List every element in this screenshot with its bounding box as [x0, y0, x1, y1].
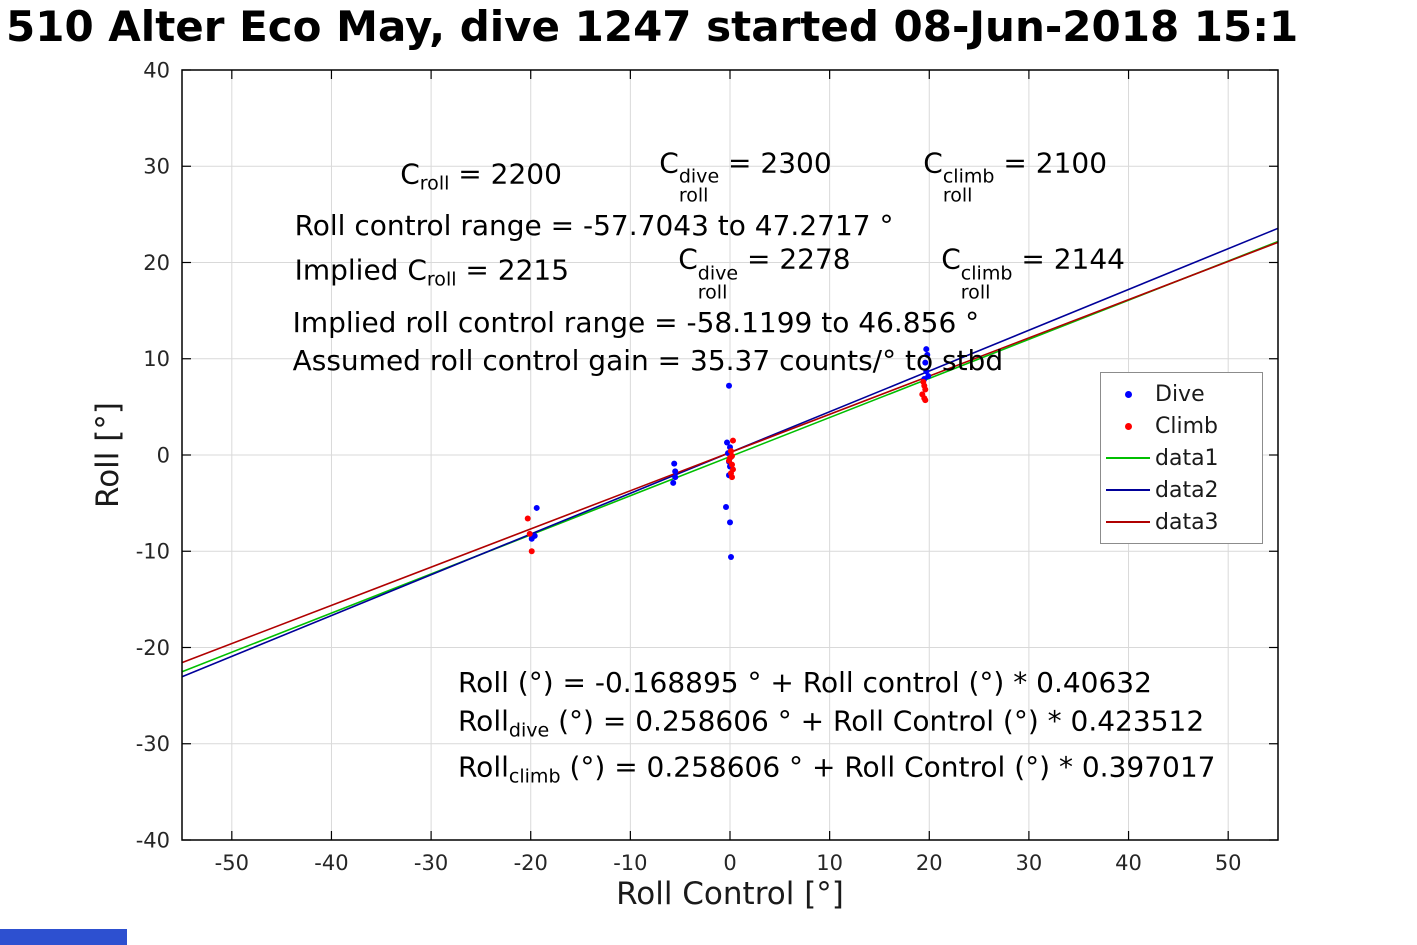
svg-text:0: 0 [157, 443, 170, 467]
svg-text:20: 20 [916, 851, 943, 875]
x-tick-labels: -50 -40 -30 -20 -10 0 10 20 30 40 50 [215, 851, 1242, 875]
dot-marker-icon [1101, 422, 1155, 430]
legend-label: Climb [1155, 413, 1218, 439]
legend-entry-data3: data3 [1101, 506, 1262, 538]
legend-label: data2 [1155, 477, 1219, 503]
axis-ticks [182, 69, 1278, 841]
legend-label: data1 [1155, 445, 1219, 471]
svg-text:0: 0 [723, 851, 736, 875]
bottom-left-blue-bar [0, 929, 127, 945]
line-marker-icon [1101, 521, 1155, 523]
svg-text:-50: -50 [215, 851, 249, 875]
dot-marker-icon [1101, 390, 1155, 398]
svg-text:-20: -20 [514, 851, 548, 875]
svg-text:50: 50 [1215, 851, 1242, 875]
scatter-climb [524, 378, 929, 555]
legend-entry-climb: Climb [1101, 410, 1262, 442]
y-tick-labels: -40 -30 -20 -10 0 10 20 30 40 [136, 58, 170, 852]
svg-text:10: 10 [816, 851, 843, 875]
svg-text:-10: -10 [613, 851, 647, 875]
svg-text:20: 20 [143, 251, 170, 275]
svg-text:-20: -20 [136, 636, 170, 660]
legend-label: data3 [1155, 509, 1219, 535]
svg-text:30: 30 [143, 155, 170, 179]
svg-text:40: 40 [143, 58, 170, 82]
svg-text:-40: -40 [136, 828, 170, 852]
line-marker-icon [1101, 489, 1155, 491]
y-axis-label: Roll [°] [90, 402, 126, 508]
legend-entry-data1: data1 [1101, 442, 1262, 474]
legend-entry-dive: Dive [1101, 378, 1262, 410]
svg-text:-10: -10 [136, 540, 170, 564]
line-marker-icon [1101, 457, 1155, 459]
x-axis-label: Roll Control [°] [616, 876, 844, 912]
svg-text:-30: -30 [414, 851, 448, 875]
legend-label: Dive [1155, 381, 1205, 407]
svg-text:10: 10 [143, 347, 170, 371]
legend: Dive Climb data1 data2 data3 [1100, 372, 1263, 544]
legend-entry-data2: data2 [1101, 474, 1262, 506]
svg-text:-30: -30 [136, 732, 170, 756]
svg-text:40: 40 [1115, 851, 1142, 875]
figure-title: 510 Alter Eco May, dive 1247 started 08-… [6, 2, 1299, 51]
svg-text:-40: -40 [314, 851, 348, 875]
svg-text:30: 30 [1016, 851, 1043, 875]
